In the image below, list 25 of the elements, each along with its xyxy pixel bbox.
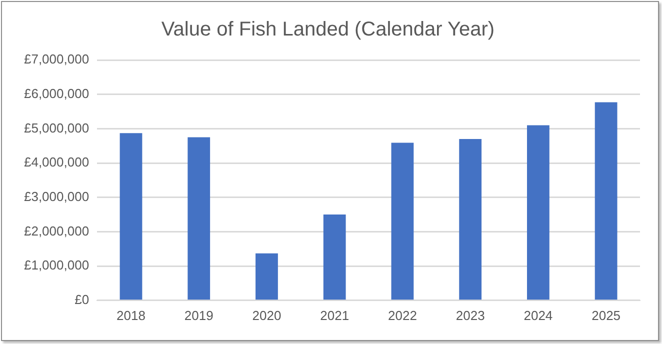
bar (120, 133, 142, 300)
y-tick-label: £6,000,000 (24, 86, 90, 101)
y-tick-label: £3,000,000 (24, 188, 90, 204)
y-tick-label: £1,000,000 (24, 258, 90, 273)
y-tick-label: £2,000,000 (24, 223, 90, 238)
chart-title: Value of Fish Landed (Calendar Year) (161, 18, 495, 41)
bar (256, 253, 278, 300)
x-tick-label: 2023 (456, 308, 485, 323)
bar (391, 142, 414, 300)
x-tick-label: 2025 (592, 308, 621, 323)
x-tick-label: 2022 (388, 308, 417, 323)
x-tick-label: 2021 (320, 308, 350, 323)
bar (188, 137, 210, 300)
x-tick-label: 2019 (184, 308, 214, 323)
y-tick-label: £7,000,000 (24, 52, 90, 67)
bar (323, 214, 346, 300)
x-tick-label: 2018 (116, 308, 146, 323)
bar (594, 102, 618, 300)
bar (527, 125, 550, 300)
y-tick-label: £0 (74, 292, 90, 307)
x-tick-label: 2020 (252, 308, 282, 323)
y-tick-label: £5,000,000 (24, 120, 90, 136)
x-tick-label: 2024 (524, 308, 553, 323)
bar (459, 138, 482, 300)
y-tick-label: £4,000,000 (24, 154, 90, 170)
